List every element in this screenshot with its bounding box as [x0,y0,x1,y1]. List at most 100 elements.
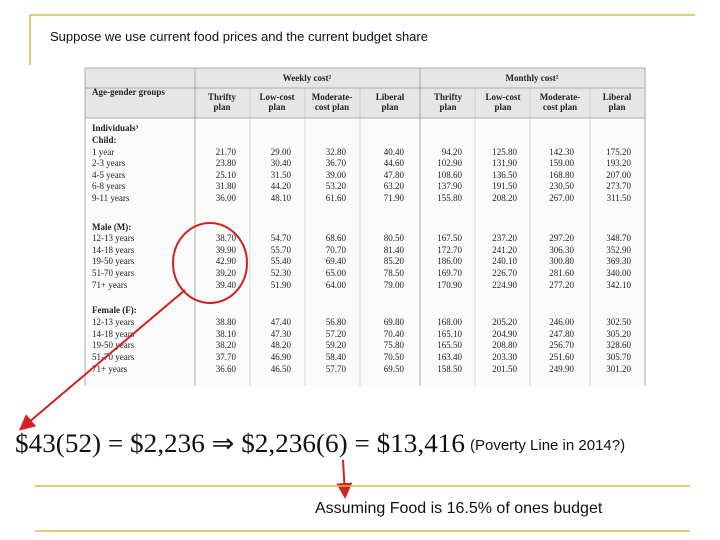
cell: 204.90 [492,329,517,339]
cell: 249.90 [549,364,574,374]
plan-header: plan [608,102,625,112]
row-label: 19-50 years [92,256,135,266]
cell: 137.90 [437,181,462,191]
cell: 79.00 [384,280,405,290]
cell: 70.40 [384,329,405,339]
plan-header: cost plan [543,102,577,112]
section-label: Male (M): [92,222,131,232]
cell: 267.00 [549,193,574,203]
cell: 69.50 [384,364,405,374]
cell: 203.30 [492,352,517,362]
cell: 37.70 [216,352,237,362]
cell: 38.70 [216,233,237,243]
cell: 23.80 [216,158,237,168]
cell: 240.10 [492,256,517,266]
cell: 81.40 [384,245,405,255]
row-label: 71+ years [92,280,128,290]
cell: 352.90 [606,245,631,255]
group-header: Age-gender groups [92,87,165,97]
cell: 208.20 [492,193,517,203]
cell: 48.10 [271,193,292,203]
cell: 300.80 [549,256,574,266]
plan-header: Thrifty [434,92,462,102]
cell: 158.50 [437,364,462,374]
cell: 167.50 [437,233,462,243]
cell: 301.20 [606,364,631,374]
cell: 170.90 [437,280,462,290]
cell: 159.00 [549,158,574,168]
plan-header: plan [439,102,456,112]
cell: 369.30 [606,256,631,266]
cell: 169.70 [437,268,462,278]
cell: 125.80 [492,147,517,157]
plan-header: Low-cost [260,92,295,102]
cell: 136.50 [492,170,517,180]
annotation: (Poverty Line in 2014?) [470,437,625,454]
cell: 297.20 [549,233,574,243]
cell: 71.90 [384,193,405,203]
cell: 305.20 [606,329,631,339]
cell: 201.50 [492,364,517,374]
cell: 39.20 [216,268,237,278]
section-label: Child: [92,135,117,145]
cell: 70.70 [326,245,347,255]
formula: $43(52) = $2,236 ⇒ $2,236(6) = $13,416 [15,429,465,458]
cell: 186.00 [437,256,462,266]
plan-header: plan [268,102,285,112]
cell: 25.10 [216,170,237,180]
cell: 42.90 [216,256,237,266]
row-label: 6-8 years [92,181,126,191]
note: Assuming Food is 16.5% of ones budget [315,500,603,517]
cell: 69.40 [326,256,347,266]
cell: 56.80 [326,317,347,327]
row-label: 12-13 years [92,233,135,243]
cell: 348.70 [606,233,631,243]
row-label: 1 year [92,147,114,157]
cell: 342.10 [606,280,631,290]
plan-header: Moderate- [312,92,352,102]
plan-header: plan [381,102,398,112]
cell: 311.50 [607,193,632,203]
plan-header: cost plan [315,102,349,112]
cell: 58.40 [326,352,347,362]
cell: 46.90 [271,352,292,362]
row-label: 51-70 years [92,268,135,278]
cell: 51.90 [271,280,292,290]
section-label: Individuals³ [92,123,139,133]
cell: 305.70 [606,352,631,362]
row-label: 71+ years [92,364,128,374]
cell: 39.00 [326,170,347,180]
cell: 230.50 [549,181,574,191]
table-bg [85,68,645,386]
cell: 75.80 [384,340,405,350]
row-label: 14-18 years [92,329,135,339]
cell: 47.40 [271,317,292,327]
cell: 131.90 [492,158,517,168]
cell: 247.80 [549,329,574,339]
cell: 237.20 [492,233,517,243]
cell: 31.80 [216,181,237,191]
table: Age-gender groups Weekly cost² Monthly cos… [84,67,646,386]
row-label: 9-11 years [92,193,130,203]
plan-header: Thrifty [208,92,236,102]
cell: 142.30 [549,147,574,157]
cell: 31.50 [271,170,292,180]
section-label: Female (F): [92,305,137,315]
cell: 165.10 [437,329,462,339]
cell: 47.30 [271,329,292,339]
slide-title: Suppose we use current food prices and t… [50,29,428,44]
cell: 47.80 [384,170,405,180]
plan-header: Low-cost [486,92,521,102]
cell: 205.20 [492,317,517,327]
cell: 68.60 [326,233,347,243]
cell: 193.20 [606,158,631,168]
cell: 168.80 [549,170,574,180]
cell: 61.60 [326,193,347,203]
cell: 168.00 [437,317,462,327]
cell: 306.30 [549,245,574,255]
cell: 40.40 [384,147,405,157]
cell: 85.20 [384,256,405,266]
cell: 78.50 [384,268,405,278]
cell: 302.50 [606,317,631,327]
cell: 48.20 [271,340,292,350]
